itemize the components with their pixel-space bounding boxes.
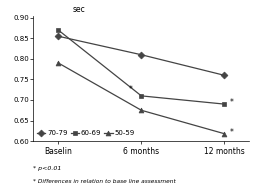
Legend: 70-79, 60-69, 50-59: 70-79, 60-69, 50-59 xyxy=(37,130,135,136)
Text: * p<0.01: * p<0.01 xyxy=(33,166,62,171)
Line: 70-79: 70-79 xyxy=(56,34,227,78)
50-59 xyxy=(57,62,60,64)
50-59 xyxy=(140,109,143,112)
Text: * Differences in relation to base line assessment: * Differences in relation to base line a… xyxy=(33,179,176,184)
70-79 xyxy=(223,74,226,76)
Text: *: * xyxy=(229,128,233,137)
70-79 xyxy=(140,54,143,56)
70-79 xyxy=(57,35,60,37)
Text: sec: sec xyxy=(72,5,85,15)
Text: *: * xyxy=(229,98,233,107)
60-69 xyxy=(223,103,226,105)
50-59 xyxy=(223,132,226,135)
60-69 xyxy=(57,29,60,31)
Line: 50-59: 50-59 xyxy=(56,61,227,136)
Line: 60-69: 60-69 xyxy=(56,28,227,107)
Text: *: * xyxy=(128,85,133,94)
60-69 xyxy=(140,95,143,97)
